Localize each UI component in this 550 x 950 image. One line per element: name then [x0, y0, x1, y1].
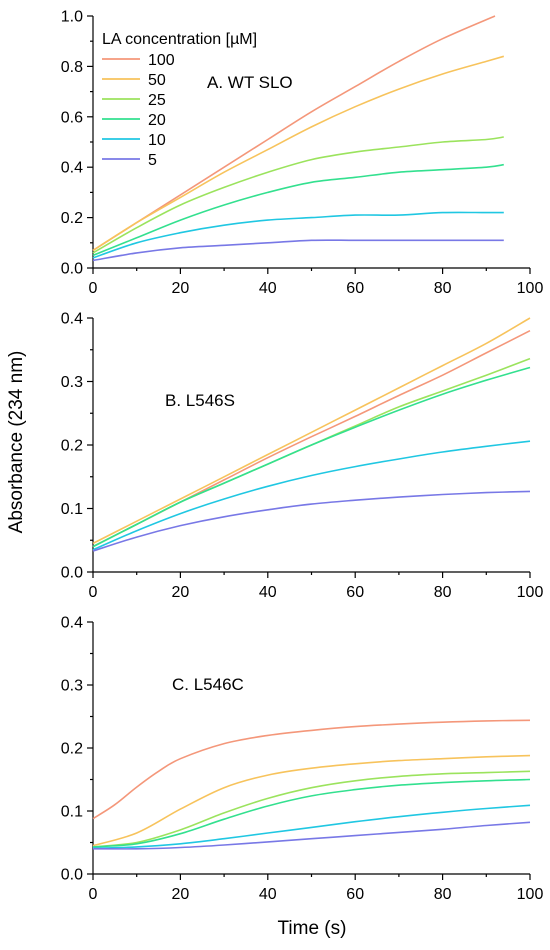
- legend-title: LA concentration [µM]: [102, 31, 257, 48]
- x-tick-label: 20: [172, 280, 190, 297]
- y-tick-label: 1.0: [61, 9, 83, 26]
- x-axis-title: Time (s): [278, 918, 347, 939]
- x-tick-label: 20: [172, 584, 190, 601]
- x-tick-label: 0: [89, 584, 98, 601]
- x-tick-label: 80: [434, 584, 452, 601]
- y-tick-label: 0.0: [61, 565, 83, 582]
- x-tick-label: 0: [89, 280, 98, 297]
- legend-label-50: 50: [148, 72, 166, 89]
- y-axis-title: Absorbance (234 nm): [6, 351, 27, 534]
- x-tick-label: 60: [346, 280, 364, 297]
- legend-label-5: 5: [148, 152, 157, 169]
- y-tick-label: 0.8: [61, 59, 83, 76]
- x-tick-label: 60: [346, 886, 364, 903]
- series-line-50: [92, 55, 505, 252]
- series-line-25: [92, 770, 531, 848]
- series-line-10: [92, 211, 504, 259]
- series-line-5: [92, 821, 531, 850]
- x-tick-label: 60: [346, 584, 364, 601]
- y-tick-label: 0.3: [61, 374, 83, 391]
- panel-label: A. WT SLO: [207, 73, 293, 92]
- y-tick-label: 0.6: [61, 109, 83, 126]
- y-tick-label: 0.2: [61, 438, 83, 455]
- series-line-5: [92, 490, 531, 552]
- series-line-100: [92, 329, 531, 548]
- y-tick-label: 0.2: [61, 210, 83, 227]
- series-line-50: [92, 754, 531, 847]
- series-line-10: [92, 804, 531, 849]
- y-tick-label: 0.3: [61, 678, 83, 695]
- y-tick-label: 0.0: [61, 867, 83, 884]
- series-line-100: [92, 15, 496, 252]
- y-tick-label: 0.2: [61, 741, 83, 758]
- series-line-25: [92, 136, 504, 254]
- panel-3: 0.0 0.1 0.2 0.3 0.4 0 20 40 60 80 100 C. L546C: [61, 615, 544, 904]
- x-tick-label: 0: [89, 886, 98, 903]
- legend-label-100: 100: [148, 52, 175, 69]
- series-line-100: [92, 719, 531, 820]
- legend-label-10: 10: [148, 132, 166, 149]
- series-line-20: [92, 163, 504, 257]
- panel-2: 0.0 0.1 0.2 0.3 0.4 0 20 40 60 80 100 B. L546S: [61, 311, 544, 602]
- x-tick-label: 100: [517, 886, 544, 903]
- series-line-20: [92, 778, 531, 848]
- y-tick-label: 0.1: [61, 804, 83, 821]
- x-tick-label: 100: [517, 280, 544, 297]
- x-tick-label: 40: [259, 584, 277, 601]
- y-tick-label: 0.4: [61, 311, 83, 328]
- panel-label: B. L546S: [165, 391, 235, 410]
- y-tick-label: 0.4: [61, 160, 83, 177]
- series-line-5: [92, 239, 504, 262]
- legend-label-25: 25: [148, 92, 166, 109]
- x-tick-label: 80: [434, 280, 452, 297]
- y-tick-label: 0.4: [61, 615, 83, 632]
- series-line-20: [92, 366, 531, 548]
- x-tick-label: 20: [172, 886, 190, 903]
- x-tick-label: 40: [259, 280, 277, 297]
- x-tick-label: 40: [259, 886, 277, 903]
- legend-label-20: 20: [148, 112, 166, 129]
- series-line-50: [92, 317, 531, 545]
- panel-label: C. L546C: [172, 675, 244, 694]
- x-tick-label: 100: [517, 584, 544, 601]
- series-line-10: [92, 440, 531, 551]
- y-tick-label: 0.1: [61, 501, 83, 518]
- x-tick-label: 80: [434, 886, 452, 903]
- legend: LA concentration [µM] 100 50 25 20 10 5: [102, 31, 257, 169]
- y-tick-label: 0.0: [61, 261, 83, 278]
